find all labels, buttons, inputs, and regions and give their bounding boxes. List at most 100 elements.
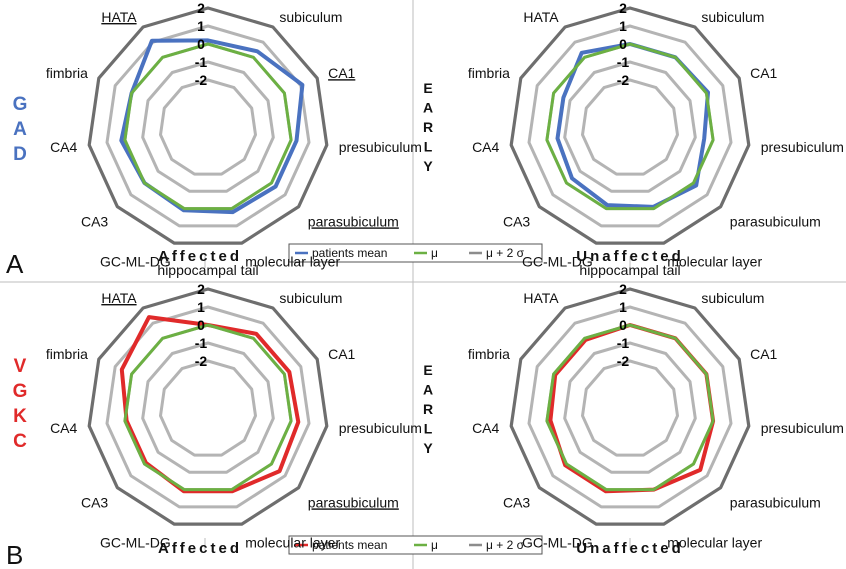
legend-label: patients mean (312, 538, 387, 552)
early-letter: Y (423, 158, 433, 174)
group-letter: C (13, 431, 27, 452)
axis-label: CA3 (503, 494, 530, 510)
axis-label: CA3 (503, 213, 530, 229)
group-letter: V (14, 356, 27, 377)
early-letter: E (423, 80, 432, 96)
axis-label: HATA (101, 9, 137, 25)
axis-label: CA4 (50, 420, 77, 436)
tick-label: 0 (619, 317, 627, 333)
legend-label: μ (431, 246, 438, 260)
axis-label: presubiculum (339, 139, 422, 155)
axis-label: presubiculum (761, 139, 844, 155)
series-mu (123, 42, 293, 211)
caption-unaffected: Unaffected (576, 248, 684, 265)
axis-label: parasubiculum (308, 213, 399, 229)
grid-ring (563, 341, 697, 474)
series-mu (545, 42, 715, 211)
caption-affected: Affected (158, 540, 242, 557)
legend-label: μ + 2 σ (486, 538, 525, 552)
axis-label: fimbria (468, 65, 510, 81)
axis-label: parasubiculum (308, 494, 399, 510)
series-patients-mean (119, 38, 305, 215)
axis-label: fimbria (46, 346, 88, 362)
early-letter: R (423, 401, 433, 417)
axis-label: hippocampal tail (157, 262, 258, 278)
tick-label: -1 (195, 335, 208, 351)
grid-ring (123, 42, 293, 211)
axis-label: CA1 (750, 346, 777, 362)
axis-label: fimbria (468, 346, 510, 362)
axis-label: molecular layer (245, 535, 340, 551)
axis-label: presubiculum (761, 420, 844, 436)
tick-label: -2 (617, 353, 630, 369)
axis-label: CA4 (472, 139, 499, 155)
early-letter: A (423, 100, 433, 116)
axis-label: GC-ML-DG (522, 535, 593, 551)
tick-label: 2 (619, 281, 627, 297)
axis-label: GC-ML-DG (100, 254, 171, 270)
early-letter: A (423, 382, 433, 398)
tick-label: -2 (195, 353, 208, 369)
tick-label: -1 (617, 335, 630, 351)
early-letter: L (424, 421, 433, 437)
tick-label: -2 (617, 72, 630, 88)
tick-label: 0 (197, 317, 205, 333)
axis-label: HATA (101, 290, 137, 306)
group-letter: G (13, 94, 28, 115)
series-mu (545, 323, 715, 492)
axis-label: subiculum (279, 9, 342, 25)
early-letter: Y (423, 440, 433, 456)
axis-label: fimbria (46, 65, 88, 81)
tick-label: 1 (619, 18, 627, 34)
grid-ring (105, 24, 311, 228)
axis-label: CA1 (328, 65, 355, 81)
axis-label: CA1 (750, 65, 777, 81)
axis-label: molecular layer (667, 254, 762, 270)
axis-label: HATA (523, 9, 559, 25)
caption-unaffected: Unaffected (576, 540, 684, 557)
tick-label: 1 (619, 299, 627, 315)
panel-label: B (6, 540, 23, 569)
radar-chart-vgkc-affected: 2 1 0 -1 -2 hippocampal tail subiculum CA1 presu… (46, 262, 422, 551)
grid-ring (159, 359, 257, 457)
tick-label: 0 (197, 36, 205, 52)
axis-label: subiculum (701, 9, 764, 25)
grid-ring (527, 305, 733, 509)
panel-label: A (6, 249, 24, 279)
axis-label: parasubiculum (730, 213, 821, 229)
tick-label: 1 (197, 299, 205, 315)
grid-ring (141, 341, 275, 474)
axis-label: CA4 (50, 139, 77, 155)
grid-ring (545, 323, 715, 492)
group-letter: K (13, 406, 27, 427)
axis-label: GC-ML-DG (522, 254, 593, 270)
tick-label: -1 (617, 54, 630, 70)
radar-chart-vgkc-unaffected: 2 1 0 -1 -2 hippocampal tail subiculum CA1 presu… (468, 262, 844, 551)
tick-label: 2 (197, 0, 205, 16)
tick-label: -1 (195, 54, 208, 70)
legend-label: patients mean (312, 246, 387, 260)
grid-ring (141, 60, 275, 193)
legend-label: μ + 2 σ (486, 246, 525, 260)
axis-label: CA1 (328, 346, 355, 362)
group-letter: D (13, 144, 27, 165)
grid-ring (527, 24, 733, 228)
grid-ring (105, 305, 311, 509)
axis-label: molecular layer (667, 535, 762, 551)
grid-ring (581, 359, 679, 457)
axis-label: CA3 (81, 494, 108, 510)
axis-label: CA4 (472, 420, 499, 436)
series-mu (123, 323, 293, 492)
grid-ring (509, 287, 751, 526)
axis-label: parasubiculum (730, 494, 821, 510)
tick-label: 2 (197, 281, 205, 297)
grid-ring (581, 78, 679, 176)
group-letter: A (13, 119, 27, 140)
axis-label: molecular layer (245, 254, 340, 270)
axis-label: HATA (523, 290, 559, 306)
legend-label: μ (431, 538, 438, 552)
